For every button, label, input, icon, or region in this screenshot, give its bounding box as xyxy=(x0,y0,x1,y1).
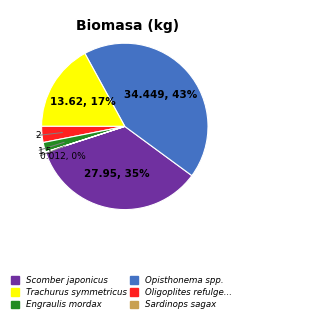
Wedge shape xyxy=(85,43,208,176)
Wedge shape xyxy=(42,53,125,126)
Text: 2: 2 xyxy=(36,132,41,140)
Text: 34.449, 43%: 34.449, 43% xyxy=(124,90,198,100)
Wedge shape xyxy=(46,126,192,210)
Wedge shape xyxy=(42,126,125,142)
Text: 0.012, 0%: 0.012, 0% xyxy=(40,152,85,161)
Text: 27.95, 35%: 27.95, 35% xyxy=(84,169,150,179)
Text: Biomasa (kg): Biomasa (kg) xyxy=(76,19,180,33)
Text: 1.5: 1.5 xyxy=(38,147,52,156)
Wedge shape xyxy=(43,126,125,152)
Wedge shape xyxy=(46,126,125,152)
Text: 13.62, 17%: 13.62, 17% xyxy=(51,97,116,107)
Legend: Scomber japonicus, Trachurus symmetricus, Engraulis mordax, Opisthonema spp., Ol: Scomber japonicus, Trachurus symmetricus… xyxy=(7,273,235,313)
